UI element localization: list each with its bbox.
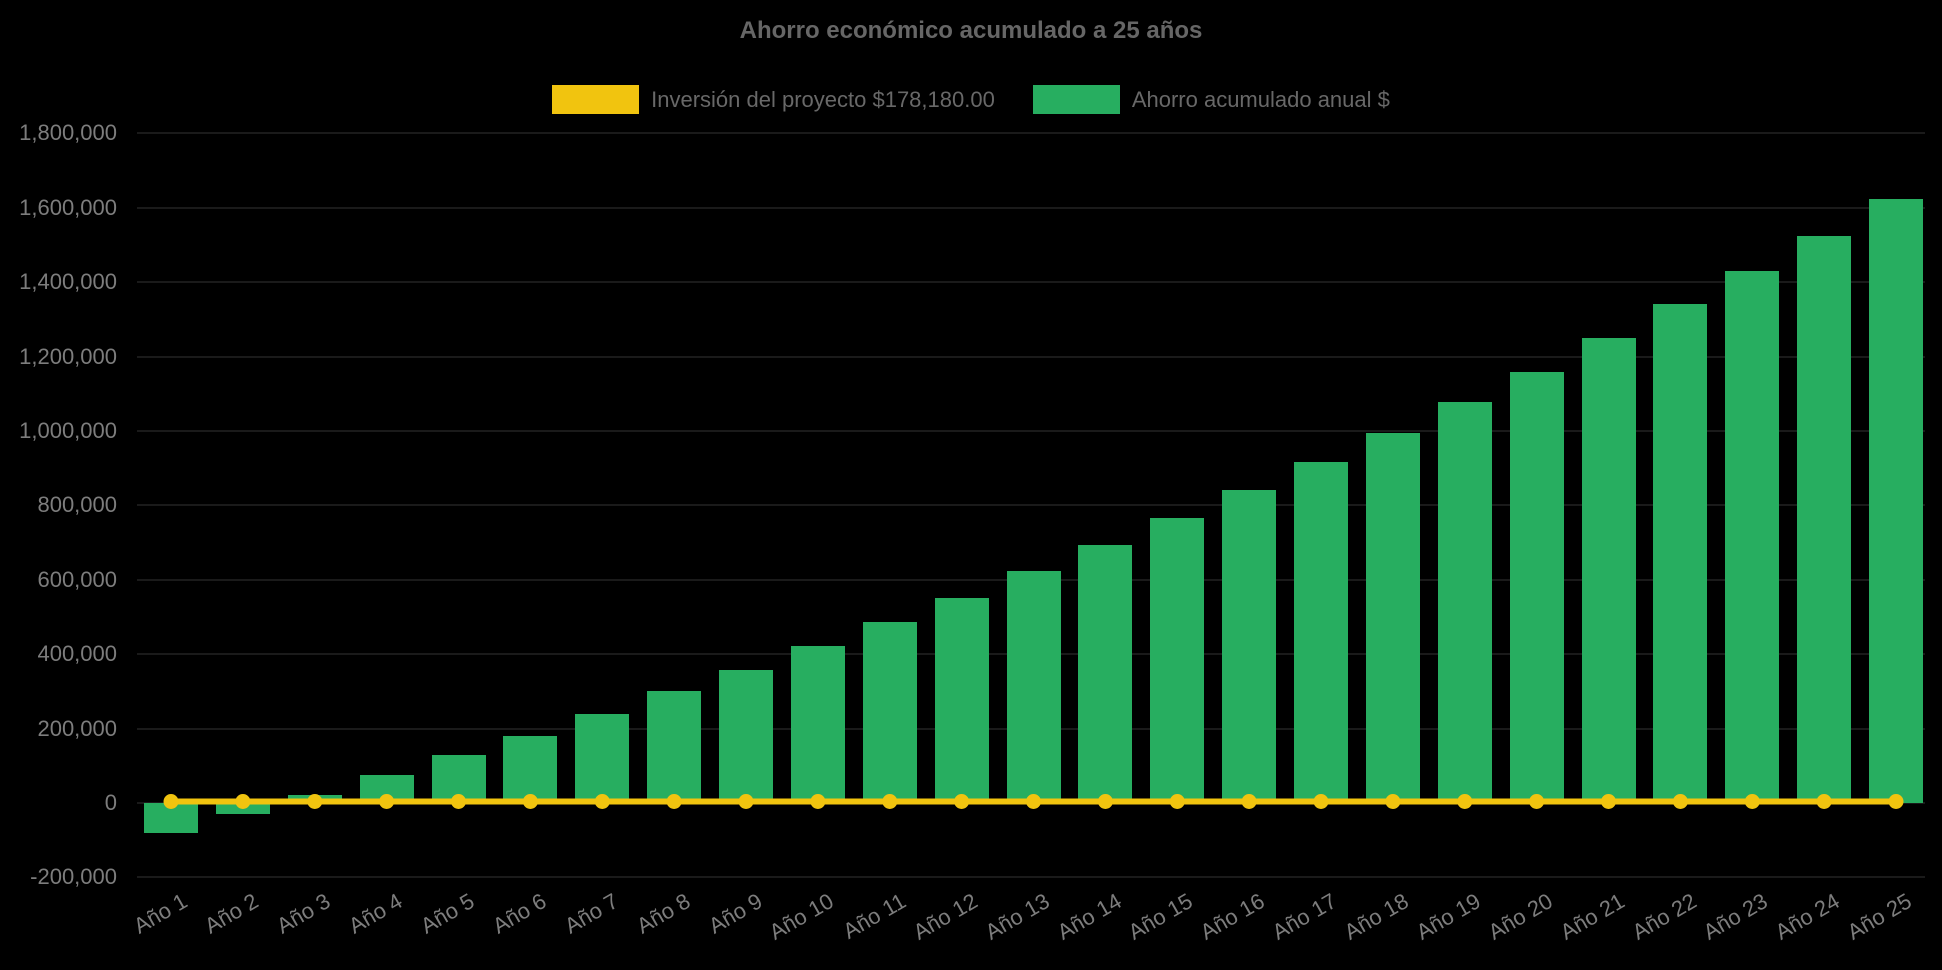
- bar-año-11: [862, 621, 917, 803]
- bar-año-21: [1581, 338, 1636, 803]
- bar-año-24: [1797, 236, 1852, 803]
- bar-año-13: [1006, 570, 1061, 803]
- investment-line-marker: [1816, 794, 1832, 809]
- investment-line-marker: [1888, 794, 1904, 809]
- investment-line-marker: [522, 794, 538, 809]
- investment-line-marker: [810, 794, 826, 809]
- y-axis-tick-label: 600,000: [37, 566, 117, 592]
- bar-año-12: [934, 597, 989, 803]
- gridline: [137, 206, 1925, 209]
- gridline: [137, 430, 1925, 432]
- y-axis-tick-label: 1,000,000: [19, 418, 117, 443]
- bar-año-6: [503, 735, 558, 803]
- bar-año-22: [1653, 304, 1708, 803]
- investment-line-marker: [451, 794, 466, 809]
- bar-año-17: [1294, 461, 1348, 803]
- chart-title: Ahorro económico acumulado a 25 años: [739, 17, 1203, 44]
- bar-año-16: [1222, 490, 1277, 803]
- investment-line-marker: [307, 794, 323, 809]
- y-axis-tick-label: 800,000: [37, 492, 117, 518]
- bar-año-10: [790, 645, 845, 803]
- legend-item-investment[interactable]: Inversión del proyecto $178,180.00: [552, 85, 995, 114]
- investment-line-marker: [379, 794, 395, 809]
- chart-legend: Inversión del proyecto $178,180.00 Ahorr…: [0, 85, 1942, 114]
- investment-line-marker: [1026, 794, 1041, 809]
- bar-año-19: [1437, 402, 1492, 803]
- gridline: [137, 504, 1925, 507]
- investment-line-marker: [1744, 794, 1760, 809]
- legend-label-savings: Ahorro acumulado anual $: [1131, 86, 1390, 112]
- investment-line-marker: [738, 794, 754, 809]
- bar-año-15: [1150, 517, 1205, 803]
- y-axis-tick-label: 0: [104, 790, 117, 815]
- y-axis-tick-label: 400,000: [37, 641, 117, 667]
- investment-color-swatch: [552, 85, 640, 114]
- bar-año-9: [719, 669, 773, 803]
- bar-año-18: [1365, 432, 1420, 803]
- investment-line-marker: [666, 794, 682, 809]
- investment-line-marker: [882, 794, 898, 809]
- y-axis-tick-label: 1,400,000: [19, 269, 117, 295]
- investment-line-marker: [1672, 794, 1688, 809]
- investment-line-marker: [1169, 794, 1185, 809]
- investment-line-marker: [1385, 794, 1401, 809]
- y-axis-tick-label: 200,000: [37, 715, 117, 741]
- bar-año-8: [647, 691, 702, 803]
- y-axis-tick-label: 1,200,000: [19, 343, 117, 369]
- investment-line-marker: [1313, 794, 1329, 809]
- savings-color-swatch: [1032, 85, 1120, 114]
- investment-line-marker: [1457, 794, 1473, 809]
- legend-item-savings[interactable]: Ahorro acumulado anual $: [1032, 85, 1390, 114]
- investment-line-marker: [1601, 794, 1616, 809]
- investment-line-marker: [954, 794, 970, 809]
- investment-line-marker: [163, 794, 179, 809]
- gridline: [137, 132, 1925, 135]
- bar-año-23: [1725, 270, 1780, 803]
- y-axis-tick-label: 1,600,000: [19, 194, 117, 220]
- investment-line-marker: [235, 794, 251, 809]
- investment-line-marker: [1529, 794, 1545, 809]
- bar-año-14: [1078, 544, 1133, 803]
- y-axis-tick-label: -200,000: [30, 864, 117, 890]
- investment-line-marker: [1097, 794, 1113, 809]
- gridline: [137, 281, 1925, 284]
- investment-line-marker: [1241, 794, 1257, 809]
- y-axis-tick-label: 1,800,000: [19, 120, 117, 146]
- gridline: [137, 876, 1925, 879]
- bar-año-25: [1869, 198, 1923, 803]
- bar-año-20: [1509, 371, 1564, 803]
- bar-año-7: [575, 714, 630, 803]
- investment-line-marker: [594, 794, 610, 809]
- gridline: [137, 355, 1925, 358]
- legend-label-investment: Inversión del proyecto $178,180.00: [651, 86, 995, 112]
